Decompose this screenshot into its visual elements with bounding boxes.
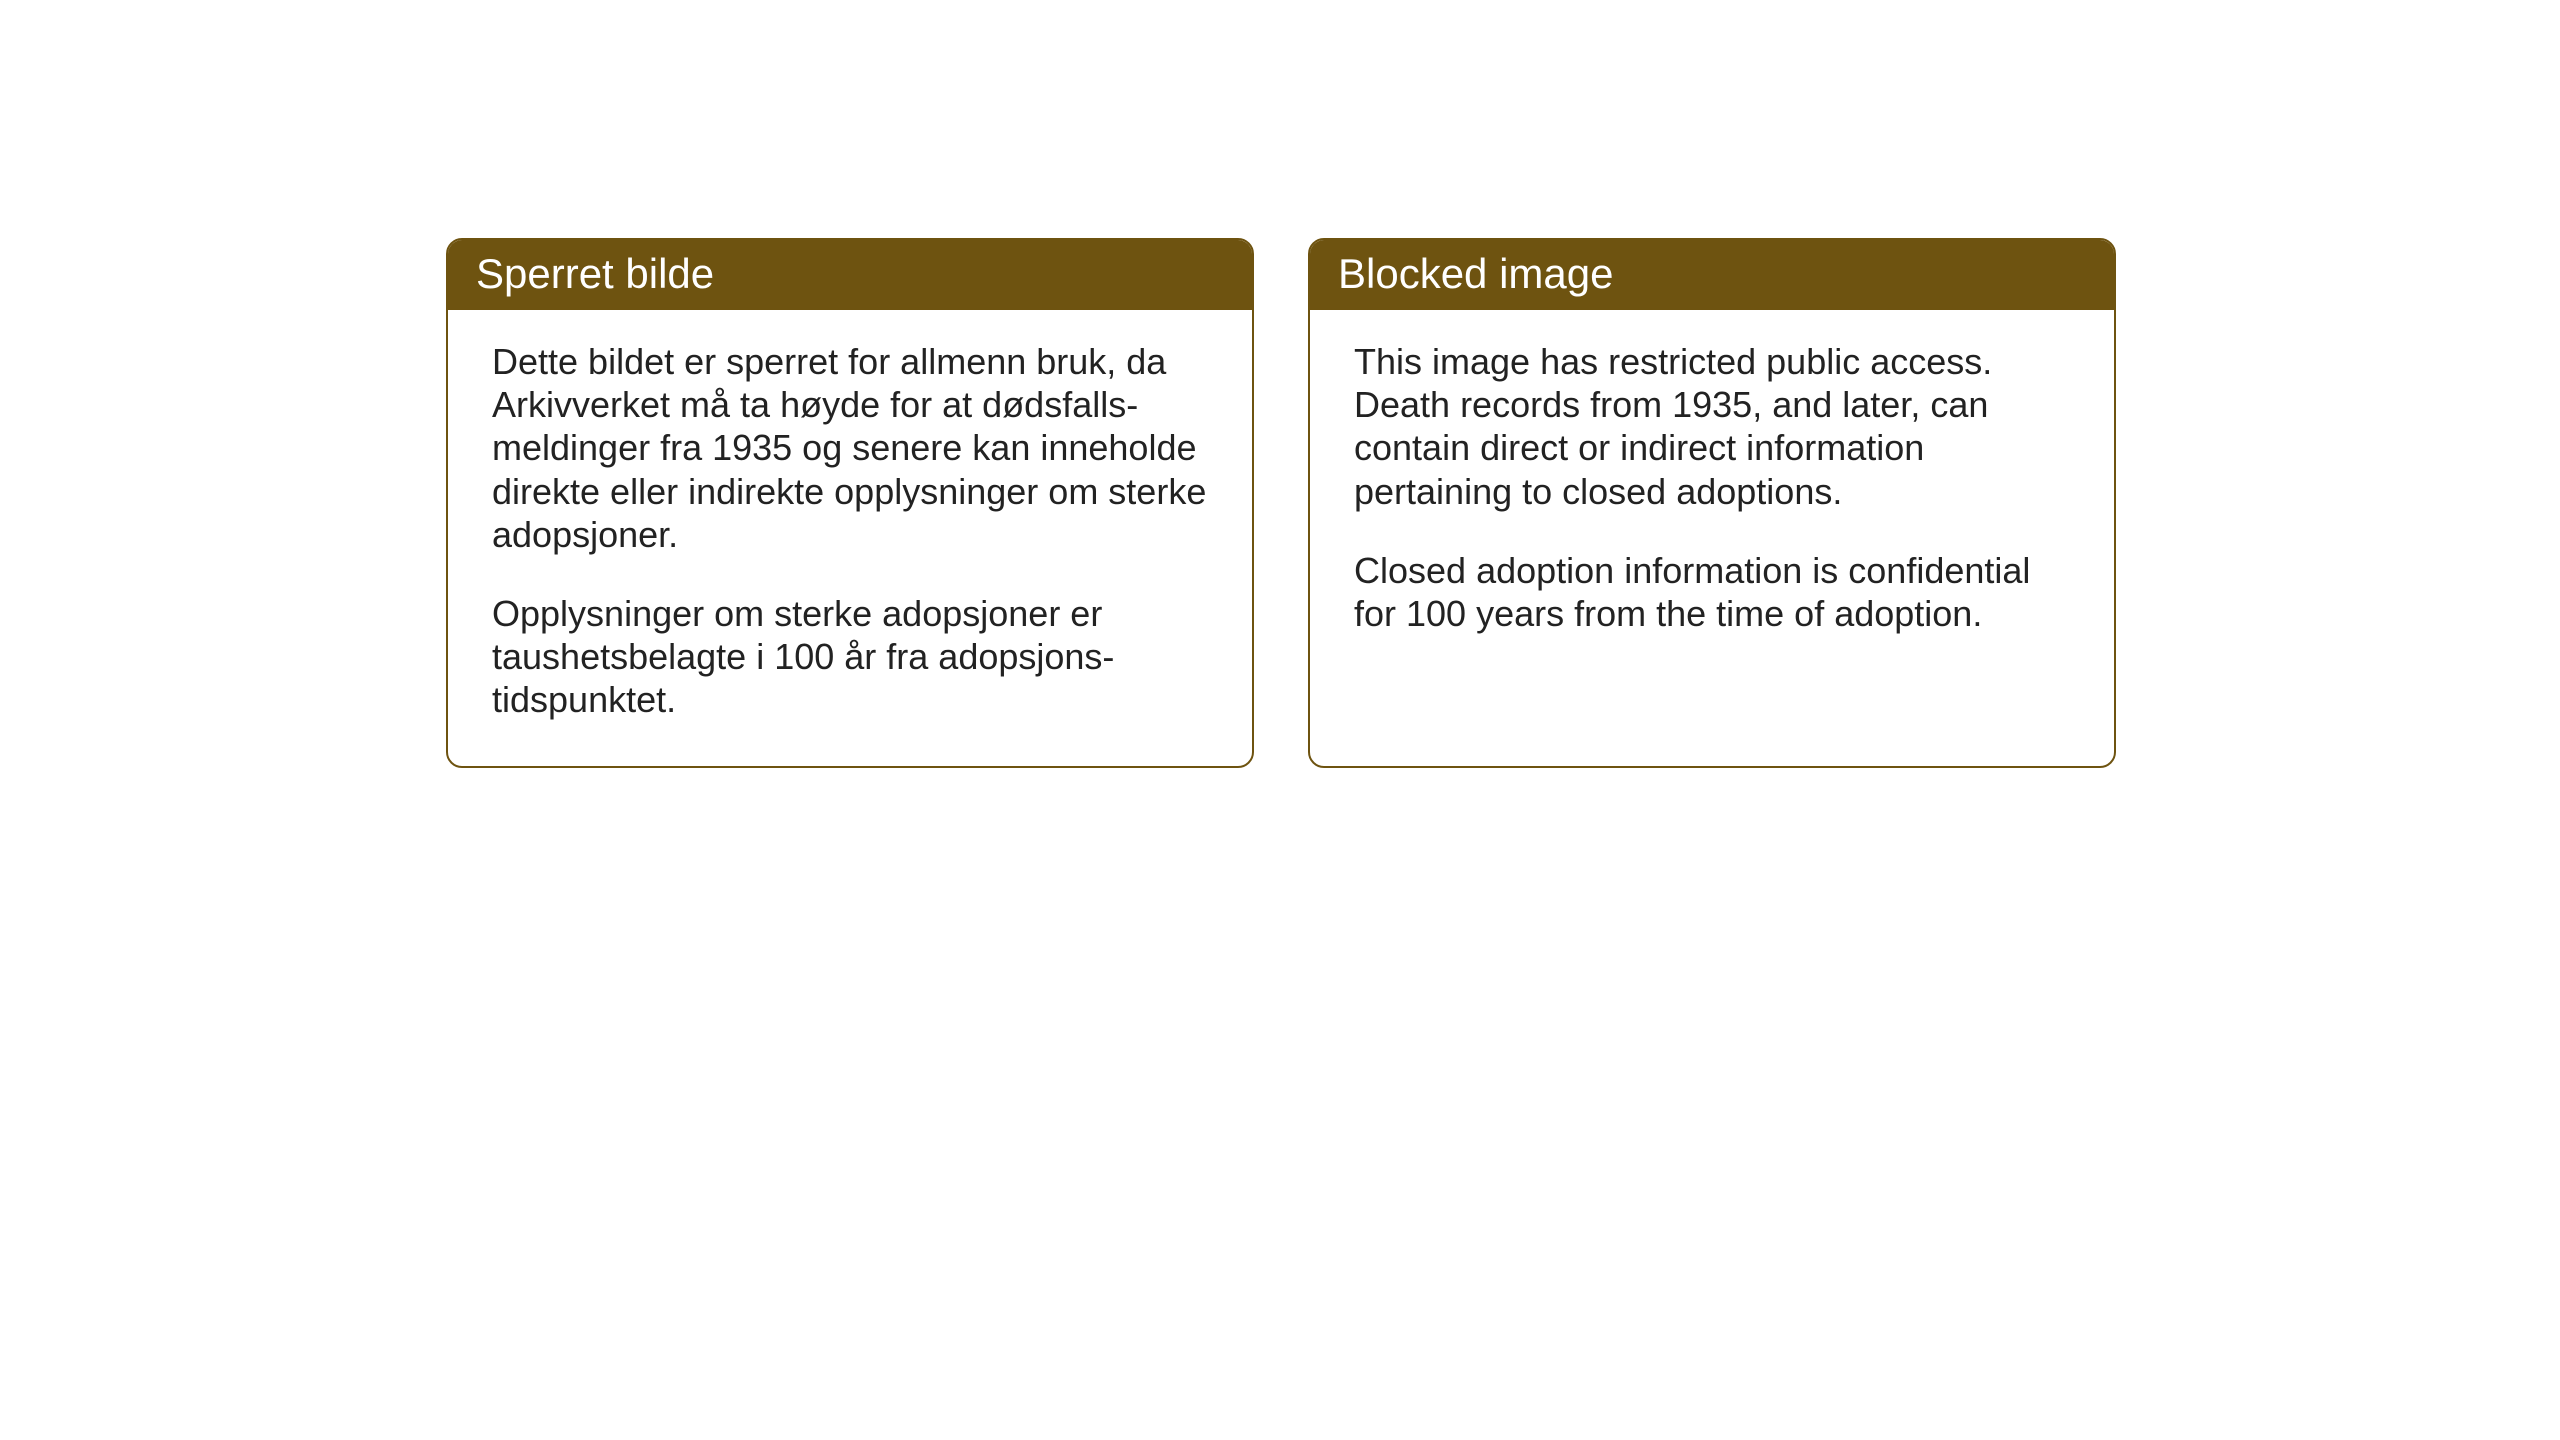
card-body-norwegian: Dette bildet er sperret for allmenn bruk… [448, 310, 1252, 766]
card-paragraph-english-2: Closed adoption information is confident… [1354, 549, 2070, 635]
card-title-norwegian: Sperret bilde [476, 250, 714, 297]
card-paragraph-norwegian-2: Opplysninger om sterke adopsjoner er tau… [492, 592, 1208, 722]
notice-card-norwegian: Sperret bilde Dette bildet er sperret fo… [446, 238, 1254, 768]
card-paragraph-norwegian-1: Dette bildet er sperret for allmenn bruk… [492, 340, 1208, 556]
card-header-norwegian: Sperret bilde [448, 240, 1252, 310]
card-body-english: This image has restricted public access.… [1310, 310, 2114, 679]
notice-card-english: Blocked image This image has restricted … [1308, 238, 2116, 768]
notice-container: Sperret bilde Dette bildet er sperret fo… [446, 238, 2116, 768]
card-paragraph-english-1: This image has restricted public access.… [1354, 340, 2070, 513]
card-header-english: Blocked image [1310, 240, 2114, 310]
card-title-english: Blocked image [1338, 250, 1613, 297]
